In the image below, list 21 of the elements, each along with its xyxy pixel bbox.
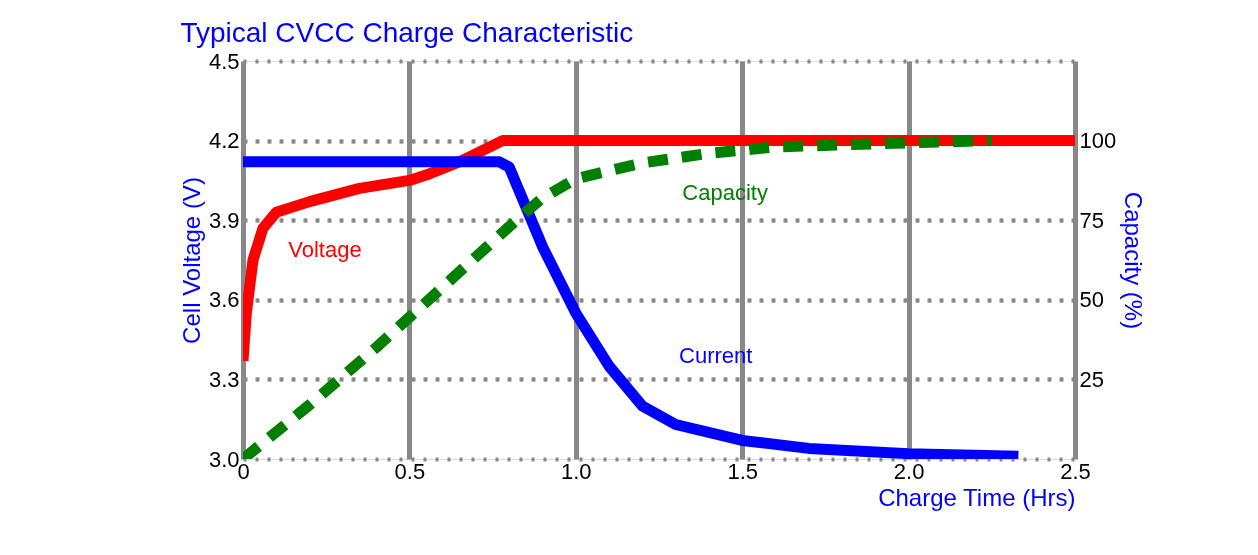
series-label: Voltage xyxy=(288,237,362,263)
series-label: Capacity xyxy=(682,179,768,205)
y-axis-title: Cell Voltage (V) xyxy=(177,177,205,344)
y2-tick-label: 25 xyxy=(1079,366,1104,392)
x-tick-label: 2.0 xyxy=(893,458,925,484)
y-tick-label: 3.9 xyxy=(208,207,240,233)
x-tick-label: 2.5 xyxy=(1060,458,1091,484)
y2-axis-title: Capacity (%) xyxy=(1120,191,1148,330)
y-tick-label: 3.3 xyxy=(208,366,240,392)
x-axis-title: Charge Time (Hrs) xyxy=(878,483,1076,511)
x-tick-label: 0.5 xyxy=(394,458,426,484)
x-tick-label: 1.5 xyxy=(727,458,758,484)
x-tick-label: 1.0 xyxy=(561,458,592,484)
text: Current xyxy=(679,343,753,369)
y2-tick-label: 50 xyxy=(1079,287,1104,313)
y-tick-label: 3.6 xyxy=(208,287,240,313)
chart-title: Typical CVCC Charge Characteristic xyxy=(180,17,634,48)
y-tick-label: 4.5 xyxy=(208,48,240,74)
y2-tick-label: 75 xyxy=(1079,207,1104,233)
y2-tick-label: 100 xyxy=(1079,128,1117,154)
y-tick-label: 4.2 xyxy=(208,128,240,154)
